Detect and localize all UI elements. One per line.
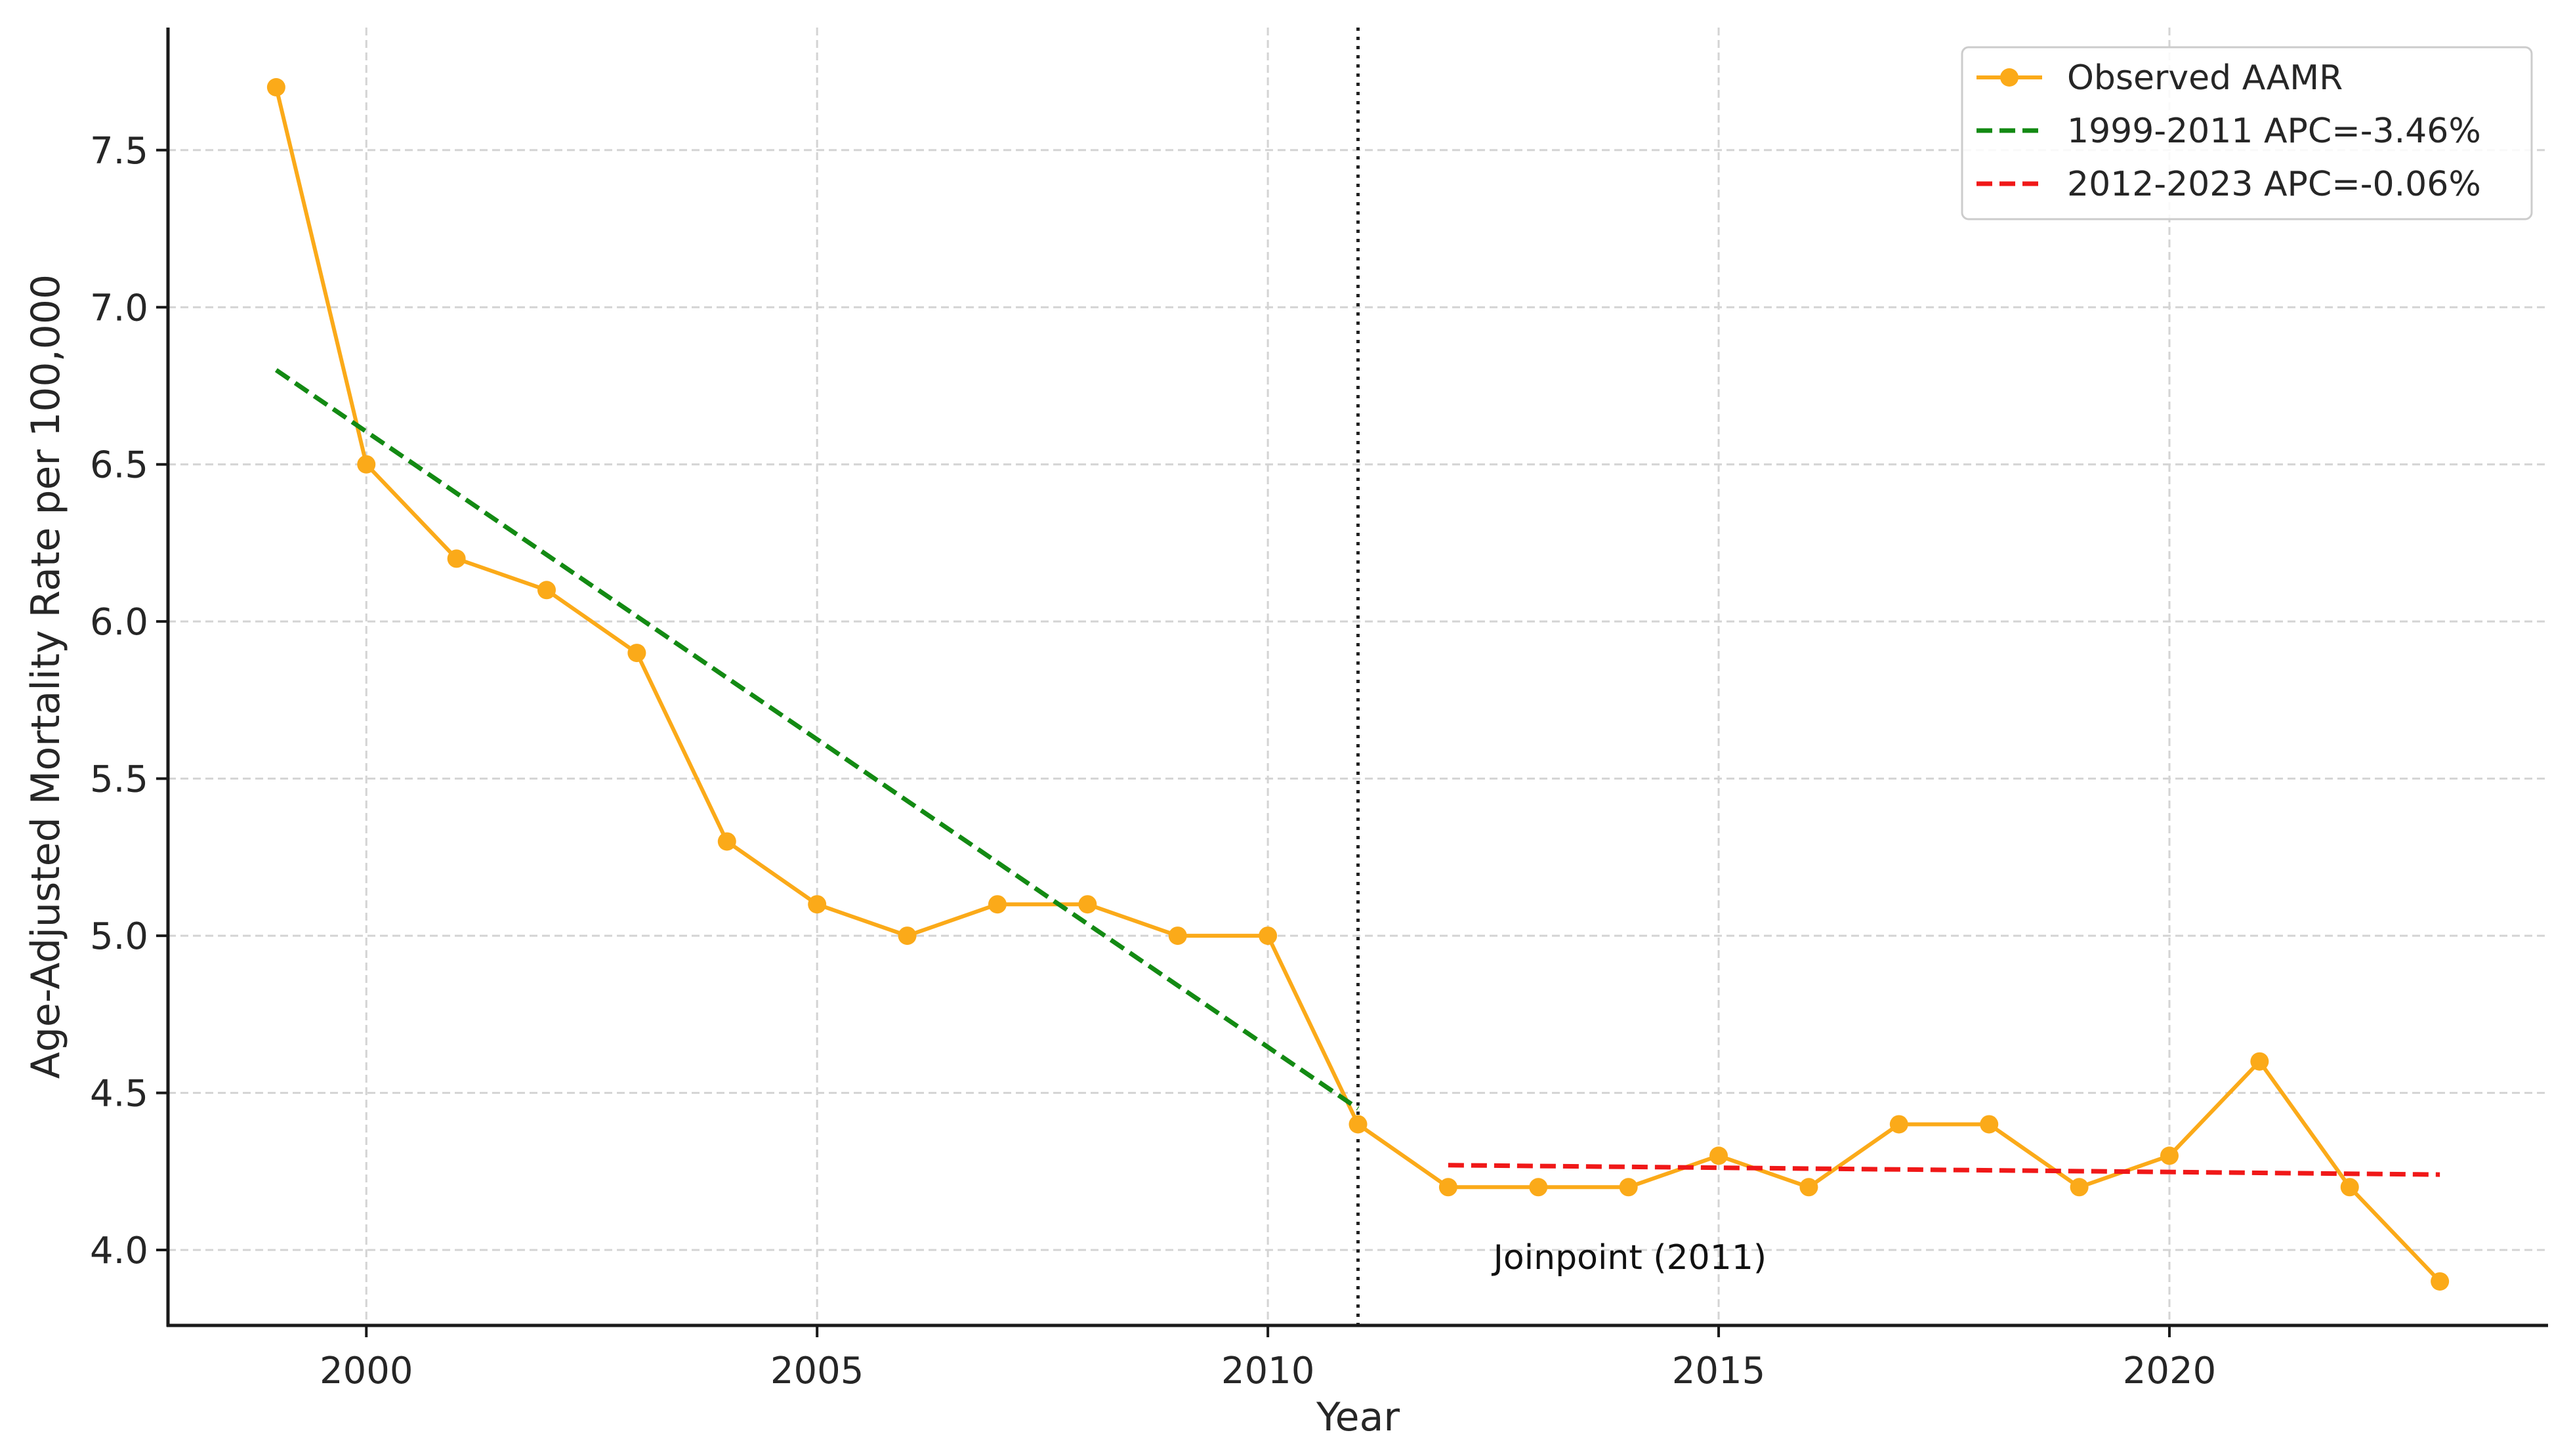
x-tick-label: 2015 bbox=[1672, 1350, 1766, 1392]
x-axis-title: Year bbox=[1316, 1394, 1400, 1440]
series-line-trend-2012-2023 bbox=[1448, 1163, 2440, 1177]
data-point bbox=[2250, 1052, 2269, 1071]
y-axis-title: Age-Adjusted Mortality Rate per 100,000 bbox=[23, 274, 69, 1079]
data-point bbox=[1889, 1115, 1908, 1134]
data-point bbox=[1529, 1178, 1548, 1197]
y-tick-label: 5.0 bbox=[90, 915, 148, 958]
data-point bbox=[988, 895, 1007, 914]
data-point bbox=[1078, 895, 1097, 914]
legend-marker bbox=[2000, 68, 2019, 87]
data-point bbox=[2340, 1178, 2359, 1197]
legend-label-trend-1999-2011: 1999-2011 APC=-3.46% bbox=[2067, 112, 2481, 151]
data-point bbox=[1799, 1178, 1818, 1197]
x-tick-label: 2010 bbox=[1221, 1350, 1315, 1392]
data-point bbox=[537, 581, 556, 600]
y-tick-label: 7.0 bbox=[90, 287, 148, 329]
data-point bbox=[447, 549, 466, 568]
data-point bbox=[898, 926, 917, 946]
y-tick-label: 4.0 bbox=[90, 1230, 148, 1272]
data-point bbox=[1619, 1178, 1638, 1197]
data-point bbox=[717, 832, 736, 851]
data-point bbox=[1709, 1146, 1728, 1165]
legend-label-trend-2012-2023: 2012-2023 APC=-0.06% bbox=[2067, 165, 2481, 204]
tick-labels: 2000 2005 2010 2015 2020 4.0 4.5 5.0 5.5 6.0 6.5 7.… bbox=[90, 130, 2216, 1392]
data-point bbox=[1259, 926, 1278, 946]
axes bbox=[156, 28, 2548, 1337]
data-point bbox=[2431, 1272, 2450, 1291]
data-point bbox=[266, 77, 285, 96]
data-point bbox=[357, 455, 376, 474]
legend-box bbox=[1961, 46, 2533, 220]
annotation-layer: Joinpoint (2011) bbox=[1356, 28, 1767, 1325]
y-tick-label: 4.5 bbox=[90, 1073, 148, 1115]
legend-label-observed-aamr: Observed AAMR bbox=[2067, 58, 2343, 98]
data-point bbox=[1438, 1178, 1457, 1197]
data-point bbox=[627, 644, 646, 663]
data-point bbox=[2070, 1178, 2089, 1197]
y-tick-label: 6.0 bbox=[90, 601, 148, 644]
x-tick-label: 2000 bbox=[320, 1350, 413, 1392]
series-layer bbox=[266, 77, 2450, 1291]
data-point bbox=[1349, 1115, 1368, 1134]
x-tick-label: 2005 bbox=[770, 1350, 864, 1392]
y-tick-label: 6.5 bbox=[90, 444, 148, 487]
data-point bbox=[808, 895, 827, 914]
data-point bbox=[2160, 1146, 2179, 1165]
x-tick-label: 2020 bbox=[2123, 1350, 2217, 1392]
joinpoint-annotation: Joinpoint (2011) bbox=[1492, 1238, 1767, 1278]
legend: Observed AAMR 1999-2011 APC=-3.46% 2012-20… bbox=[1961, 46, 2533, 220]
y-tick-label: 7.5 bbox=[90, 130, 148, 173]
data-point bbox=[1168, 926, 1187, 946]
data-point bbox=[1980, 1115, 1999, 1134]
series-line-trend-1999-2011 bbox=[274, 368, 1360, 1111]
y-tick-label: 5.5 bbox=[90, 759, 148, 801]
